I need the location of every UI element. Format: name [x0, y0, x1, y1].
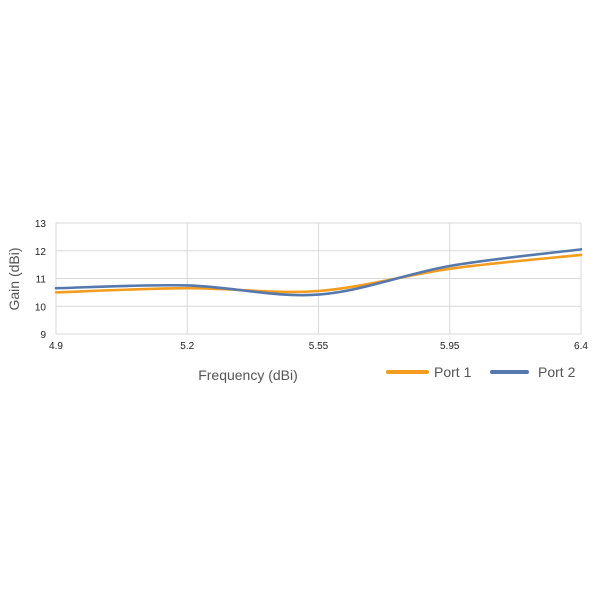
x-tick-label: 5.55 [309, 341, 329, 352]
tick-labels: 9 10 11 12 13 4.9 5.2 5.55 5.95 6.4 [35, 219, 589, 352]
legend-label-port-2: Port 2 [538, 364, 576, 380]
series-line-port-1 [54, 253, 583, 294]
series-lines [54, 248, 583, 297]
legend-label-port-1: Port 1 [434, 364, 472, 380]
series-line-port-2 [54, 248, 583, 297]
y-axis-title: Gain (dBi) [6, 247, 22, 310]
y-tick-label: 9 [40, 330, 46, 341]
grid-lines [55, 222, 582, 335]
legend: Port 1 Port 2 [386, 364, 576, 380]
y-tick-label: 13 [35, 219, 47, 230]
x-tick-label: 5.2 [180, 341, 194, 352]
x-tick-label: 6.4 [574, 341, 588, 352]
x-axis-title: Frequency (dBi) [198, 367, 298, 383]
x-tick-label: 4.9 [49, 341, 63, 352]
x-tick-label: 5.95 [440, 341, 460, 352]
y-tick-label: 12 [35, 247, 47, 258]
y-tick-label: 11 [36, 275, 47, 286]
y-tick-label: 10 [35, 302, 47, 313]
